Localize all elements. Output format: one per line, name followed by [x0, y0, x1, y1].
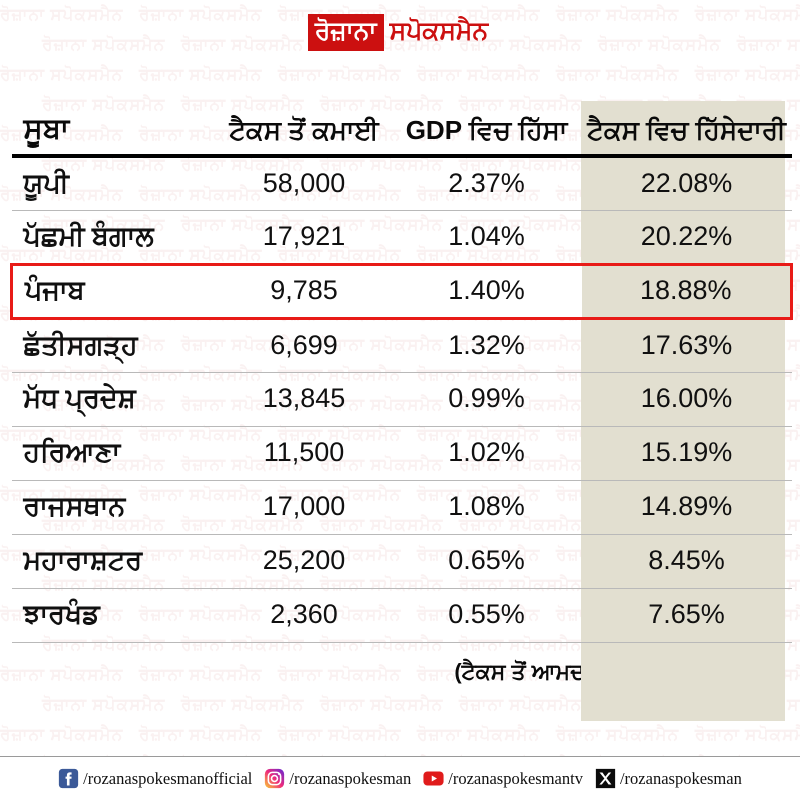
tax-income-cell: 17,921	[216, 210, 392, 265]
state-cell: ਰਾਜਸਥਾਨ	[11, 480, 217, 535]
table-row: ਮਹਾਰਾਸ਼ਟਰ 25,200 0.65% 8.45%	[11, 534, 792, 589]
tax-data-table: ਸੂਬਾ ਟੈਕਸ ਤੋਂ ਕਮਾਈ GDP ਵਿਚ ਹਿੱਸਾ ਟੈਕਸ ਵਿ…	[10, 56, 793, 643]
gdp-share-cell: 1.32%	[391, 318, 582, 373]
tax-share-cell: 20.22%	[581, 210, 792, 265]
tax-share-cell: 8.45%	[581, 534, 792, 589]
social-handle-text: /rozanaspokesman	[619, 768, 742, 788]
youtube-icon	[423, 768, 444, 789]
social-handle-text: /rozanaspokesmanofficial	[83, 768, 253, 788]
tax-income-cell: 13,845	[216, 372, 392, 427]
tax-share-cell: 18.88%	[581, 262, 793, 320]
state-cell: ਯੂਪੀ	[11, 156, 217, 211]
facebook-icon	[58, 768, 79, 789]
brand-logo: ਰੋਜ਼ਾਨਾ ਸਪੋਕਸਮੈਨ	[0, 0, 800, 56]
table-row: ਪੰਜਾਬ 9,785 1.40% 18.88%	[10, 262, 793, 320]
table-row: ਛੱਤੀਸਗੜ੍ਹ 6,699 1.32% 17.63%	[11, 318, 792, 373]
state-cell: ਪੱਛਮੀ ਬੰਗਾਲ	[11, 210, 217, 265]
logo-boxed-word: ਰੋਜ਼ਾਨਾ	[307, 13, 384, 51]
column-header-gdp-share: GDP ਵਿਚ ਹਿੱਸਾ	[391, 56, 582, 158]
tax-share-cell: 7.65%	[581, 588, 792, 643]
tax-share-cell: 15.19%	[581, 426, 792, 481]
tax-share-cell: 16.00%	[581, 372, 792, 427]
tax-share-cell: 22.08%	[581, 156, 792, 211]
tax-income-cell: 6,699	[216, 318, 392, 373]
social-item-instagram[interactable]: /rozanaspokesman	[264, 768, 411, 789]
state-cell: ਮਹਾਰਾਸ਼ਟਰ	[11, 534, 217, 589]
state-cell: ਪੰਜਾਬ	[10, 262, 217, 320]
tax-income-cell: 9,785	[216, 262, 392, 320]
instagram-icon	[264, 768, 285, 789]
gdp-share-cell: 1.08%	[391, 480, 582, 535]
tax-income-cell: 25,200	[216, 534, 392, 589]
table-row: ਯੂਪੀ 58,000 2.37% 22.08%	[11, 156, 792, 211]
gdp-share-cell: 0.99%	[391, 372, 582, 427]
column-header-state: ਸੂਬਾ	[11, 56, 217, 158]
table-row: ਰਾਜਸਥਾਨ 17,000 1.08% 14.89%	[11, 480, 792, 535]
social-item-facebook[interactable]: /rozanaspokesmanofficial	[58, 768, 252, 789]
social-handles-bar: /rozanaspokesmanofficial/rozanaspokesman…	[0, 756, 800, 800]
social-handle-text: /rozanaspokesmantv	[448, 768, 583, 788]
logo-plain-word: ਸਪੋਕਸਮੈਨ	[389, 16, 489, 45]
column-header-tax-share: ਟੈਕਸ ਵਿਚ ਹਿੱਸੇਦਾਰੀ	[581, 56, 792, 158]
gdp-share-cell: 1.02%	[391, 426, 582, 481]
tax-share-cell: 14.89%	[581, 480, 792, 535]
table-row: ਪੱਛਮੀ ਬੰਗਾਲ 17,921 1.04% 20.22%	[11, 210, 792, 265]
column-header-tax-income: ਟੈਕਸ ਤੋਂ ਕਮਾਈ	[216, 56, 392, 158]
social-item-youtube[interactable]: /rozanaspokesmantv	[423, 768, 583, 789]
tax-share-cell: 17.63%	[581, 318, 792, 373]
table-row: ਹਰਿਆਣਾ 11,500 1.02% 15.19%	[11, 426, 792, 481]
x-twitter-icon	[595, 768, 616, 789]
state-cell: ਝਾਰਖੰਡ	[11, 588, 217, 643]
social-handle-text: /rozanaspokesman	[289, 768, 412, 788]
tax-income-cell: 58,000	[216, 156, 392, 211]
gdp-share-cell: 1.40%	[391, 262, 582, 320]
gdp-share-cell: 1.04%	[391, 210, 582, 265]
table-header: ਸੂਬਾ ਟੈਕਸ ਤੋਂ ਕਮਾਈ GDP ਵਿਚ ਹਿੱਸਾ ਟੈਕਸ ਵਿ…	[11, 56, 792, 158]
tax-income-cell: 2,360	[216, 588, 392, 643]
data-table-wrapper: ਸੂਬਾ ਟੈਕਸ ਤੋਂ ਕਮਾਈ GDP ਵਿਚ ਹਿੱਸਾ ਟੈਕਸ ਵਿ…	[10, 56, 793, 721]
gdp-share-cell: 2.37%	[391, 156, 582, 211]
state-cell: ਹਰਿਆਣਾ	[11, 426, 217, 481]
state-cell: ਮੱਧ ਪ੍ਰਦੇਸ਼	[11, 372, 217, 427]
gdp-share-cell: 0.65%	[391, 534, 582, 589]
social-item-x-twitter[interactable]: /rozanaspokesman	[595, 768, 742, 789]
table-body: ਯੂਪੀ 58,000 2.37% 22.08% ਪੱਛਮੀ ਬੰਗਾਲ 17,921 1.…	[10, 156, 793, 643]
tax-income-cell: 11,500	[216, 426, 392, 481]
header-row: ਸੂਬਾ ਟੈਕਸ ਤੋਂ ਕਮਾਈ GDP ਵਿਚ ਹਿੱਸਾ ਟੈਕਸ ਵਿ…	[11, 56, 792, 158]
table-row: ਝਾਰਖੰਡ 2,360 0.55% 7.65%	[11, 588, 792, 643]
tax-income-cell: 17,000	[216, 480, 392, 535]
table-row: ਮੱਧ ਪ੍ਰਦੇਸ਼ 13,845 0.99% 16.00%	[11, 372, 792, 427]
state-cell: ਛੱਤੀਸਗੜ੍ਹ	[11, 318, 217, 373]
gdp-share-cell: 0.55%	[391, 588, 582, 643]
